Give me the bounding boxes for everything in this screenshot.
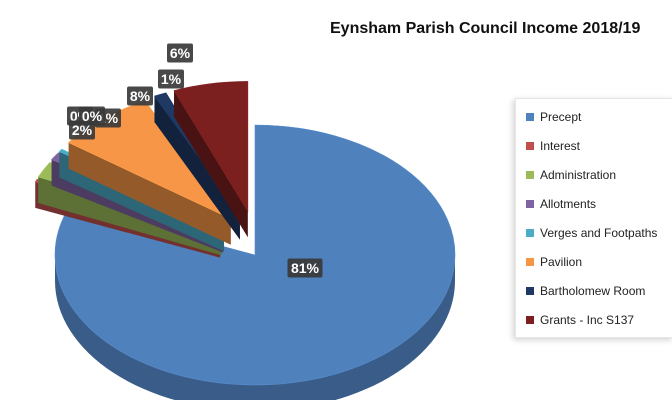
pie-slice-grants-inc-s137 — [173, 81, 249, 238]
slices-group — [34, 81, 456, 400]
data-label-grants-inc-s137: 6% — [167, 43, 193, 63]
legend-item-verges-and-footpaths: Verges and Footpaths — [526, 223, 657, 243]
legend-item-allotments: Allotments — [526, 194, 596, 214]
legend-swatch — [526, 316, 534, 324]
data-label-box — [167, 43, 193, 63]
legend-label: Verges and Footpaths — [540, 226, 658, 240]
pie-slice-top — [54, 124, 456, 386]
data-label-pavilion: 8% — [127, 86, 153, 106]
data-label-precept: 81% — [287, 258, 323, 278]
legend-label: Grants - Inc S137 — [540, 313, 635, 327]
data-label-text: 6% — [170, 45, 191, 61]
legend-label: Precept — [540, 110, 582, 124]
legend-item-bartholomew-room: Bartholomew Room — [526, 281, 645, 301]
legend-item-administration: Administration — [526, 165, 616, 185]
legend-label: Pavilion — [540, 255, 583, 269]
legend-item-interest: Interest — [526, 136, 580, 156]
legend-label: Allotments — [540, 197, 597, 211]
legend-swatch — [526, 113, 534, 121]
legend-item-precept: Precept — [526, 107, 581, 127]
data-labels-group: 81%0%2%1%0%8%1%6% — [67, 43, 323, 278]
legend-swatch — [526, 229, 534, 237]
data-label-bartholomew-room: 1% — [158, 69, 184, 89]
data-label-text: 81% — [291, 260, 320, 276]
data-label-box — [158, 69, 184, 89]
pie-slice-side — [68, 142, 231, 245]
legend-item-grants-inc-s137: Grants - Inc S137 — [526, 310, 634, 330]
legend-swatch — [526, 287, 534, 295]
legend-swatch — [526, 200, 534, 208]
legend-label: Interest — [540, 139, 581, 153]
data-label-text: 0% — [82, 108, 103, 124]
data-label-box — [127, 86, 153, 106]
legend-item-pavilion: Pavilion — [526, 252, 582, 272]
pie-slice-top — [173, 81, 249, 213]
legend-label: Bartholomew Room — [540, 284, 646, 298]
data-label-verges-and-footpaths: 0% — [79, 106, 105, 126]
data-label-text: 8% — [130, 88, 151, 104]
legend-swatch — [526, 142, 534, 150]
data-label-box — [287, 258, 323, 278]
legend: Precept Interest Administration Allotments V… — [515, 98, 672, 338]
data-label-text: 1% — [161, 71, 182, 87]
pie-slice-side — [174, 90, 248, 238]
data-label-box — [79, 106, 105, 126]
chart-title: Eynsham Parish Council Income 2018/19 — [330, 20, 641, 37]
data-label-text: 2% — [72, 122, 93, 138]
legend-label: Administration — [540, 168, 617, 182]
legend-swatch — [526, 258, 534, 266]
legend-swatch — [526, 171, 534, 179]
